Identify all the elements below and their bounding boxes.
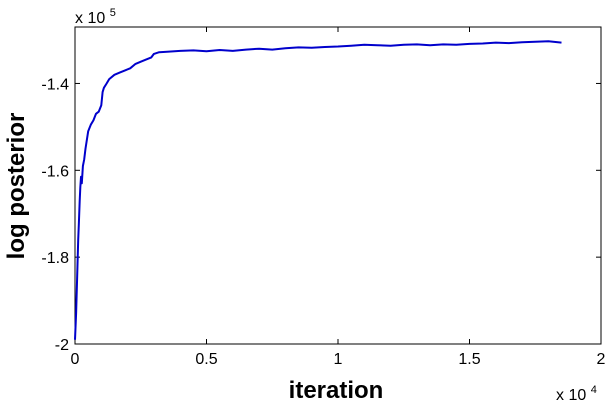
x-tick-label: 0 (71, 351, 80, 368)
tick-group: 0 0.5 1 1.5 2 -2 -1.8 -1.6 -1.4 (41, 27, 606, 368)
x-tick-label: 0.5 (195, 351, 217, 368)
y-tick-label: -2 (55, 337, 69, 354)
y-multiplier-exponent: 5 (110, 7, 116, 19)
x-tick-label: 1 (334, 351, 343, 368)
y-tick-label: -1.4 (41, 76, 69, 93)
x-multiplier-base: x 10 (556, 387, 586, 404)
y-axis-title: log posterior (3, 113, 30, 260)
x-tick-label: 1.5 (458, 351, 480, 368)
x-multiplier-exponent: 4 (591, 384, 597, 396)
y-tick-label: -1.8 (41, 250, 69, 267)
y-multiplier: x 10 5 (75, 7, 116, 27)
y-tick-label: -1.6 (41, 163, 69, 180)
y-multiplier-base: x 10 (75, 10, 105, 27)
plot-area (74, 26, 602, 345)
x-axis-title: iteration (289, 377, 384, 404)
x-multiplier: x 10 4 (556, 384, 597, 404)
series-group (74, 40, 562, 340)
x-tick-label: 2 (597, 351, 606, 368)
series-line (74, 40, 562, 340)
